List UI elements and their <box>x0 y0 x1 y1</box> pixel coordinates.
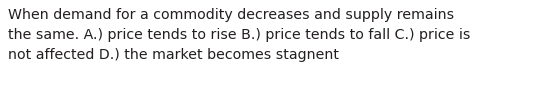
Text: When demand for a commodity decreases and supply remains
the same. A.) price ten: When demand for a commodity decreases an… <box>8 8 470 62</box>
